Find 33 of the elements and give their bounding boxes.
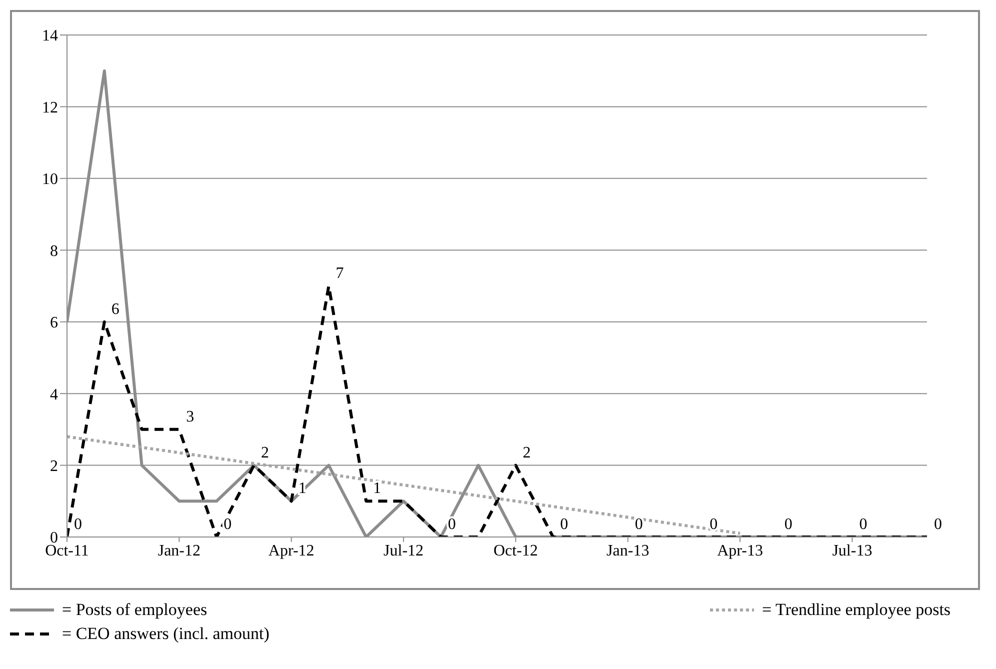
y-tick-label: 10 xyxy=(42,171,58,188)
y-tick-label: 6 xyxy=(50,314,58,332)
y-tick-label: 12 xyxy=(42,99,58,116)
data-label: 6 xyxy=(111,300,120,318)
data-label: 2 xyxy=(260,444,269,462)
x-tick-label: Jul-12 xyxy=(384,542,424,560)
legend-label: = Trendline employee posts xyxy=(762,600,951,620)
legend-label: = CEO answers (incl. amount) xyxy=(62,624,270,644)
x-tick-label: Oct-12 xyxy=(493,542,538,560)
data-label: 3 xyxy=(186,408,194,426)
y-tick-label: 4 xyxy=(50,386,58,404)
data-label: 0 xyxy=(934,516,942,533)
data-label: 7 xyxy=(336,265,344,282)
data-label: 2 xyxy=(522,444,531,462)
x-tick-label: Apr-12 xyxy=(268,542,314,560)
data-label: 0 xyxy=(859,516,868,533)
x-tick-label: Jan-13 xyxy=(606,542,650,560)
y-tick-label: 8 xyxy=(50,242,58,260)
data-label: 0 xyxy=(634,516,643,533)
legend-label: = Posts of employees xyxy=(62,600,208,620)
y-tick-label: 2 xyxy=(50,458,58,475)
data-label: 0 xyxy=(448,516,456,533)
data-label: 1 xyxy=(298,480,306,498)
x-tick-label: Jan-12 xyxy=(158,542,200,560)
x-tick-label: Jul-13 xyxy=(832,542,872,560)
x-tick-label: Oct-11 xyxy=(45,542,89,560)
data-label: 0 xyxy=(784,516,792,533)
data-label: 0 xyxy=(560,516,568,533)
data-label: 1 xyxy=(373,480,382,498)
data-label: 0 xyxy=(710,516,718,533)
data-label: 0 xyxy=(74,516,82,533)
x-tick-label: Apr-13 xyxy=(717,542,763,560)
y-tick-label: 14 xyxy=(42,28,58,45)
